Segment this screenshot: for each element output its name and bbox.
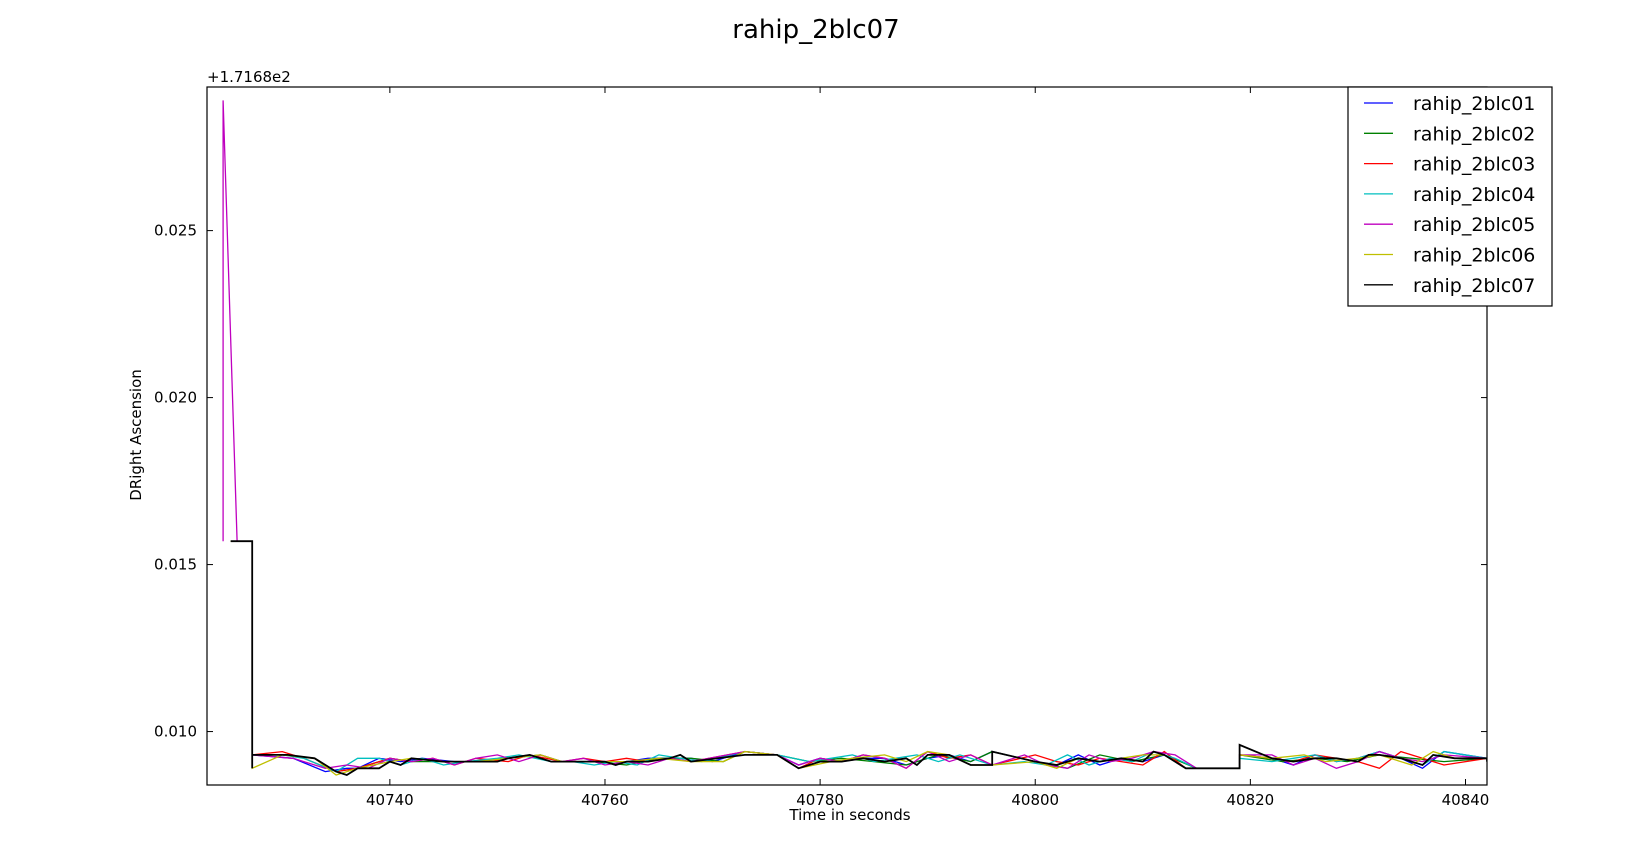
legend-label: rahip_2blc05 — [1413, 214, 1535, 236]
x-tick-label: 40820 — [1227, 791, 1275, 809]
legend-label: rahip_2blc06 — [1413, 245, 1535, 267]
legend-label: rahip_2blc02 — [1413, 123, 1535, 145]
legend-label: rahip_2blc07 — [1413, 275, 1535, 297]
legend-box — [1347, 86, 1553, 307]
axis-ticks: 40740 40760 40780 40800 40820 40840 0.010 0.015… — [154, 87, 1489, 809]
y-axis-label: DRight Ascension — [127, 369, 145, 501]
legend: rahip_2blc01 rahip_2blc02 rahip_2blc03rahi… — [1347, 86, 1553, 307]
legend-label: rahip_2blc03 — [1413, 154, 1535, 176]
legend-label: rahip_2blc04 — [1413, 184, 1535, 206]
x-axis-label: Time in seconds — [788, 806, 910, 824]
legend-items: rahip_2blc01 rahip_2blc02 rahip_2blc03rahi… — [1364, 93, 1535, 297]
series-layer — [222, 100, 1487, 776]
y-offset-label: +1.7168e2 — [207, 68, 291, 86]
series-line-rahip_2blc07 — [230, 540, 1487, 776]
x-tick-label: 40760 — [581, 791, 629, 809]
x-tick-label: 40840 — [1442, 791, 1490, 809]
y-tick-label: 0.010 — [154, 723, 197, 741]
chart-title: rahip_2blc07 — [732, 15, 899, 45]
y-tick-label: 0.025 — [154, 222, 197, 240]
x-tick-label: 40780 — [796, 791, 844, 809]
y-tick-label: 0.020 — [154, 389, 197, 407]
x-tick-label: 40740 — [366, 791, 414, 809]
x-tick-label: 40800 — [1011, 791, 1059, 809]
legend-label: rahip_2blc01 — [1413, 93, 1535, 115]
plot-frame — [206, 86, 1488, 786]
y-tick-label: 0.015 — [154, 556, 197, 574]
